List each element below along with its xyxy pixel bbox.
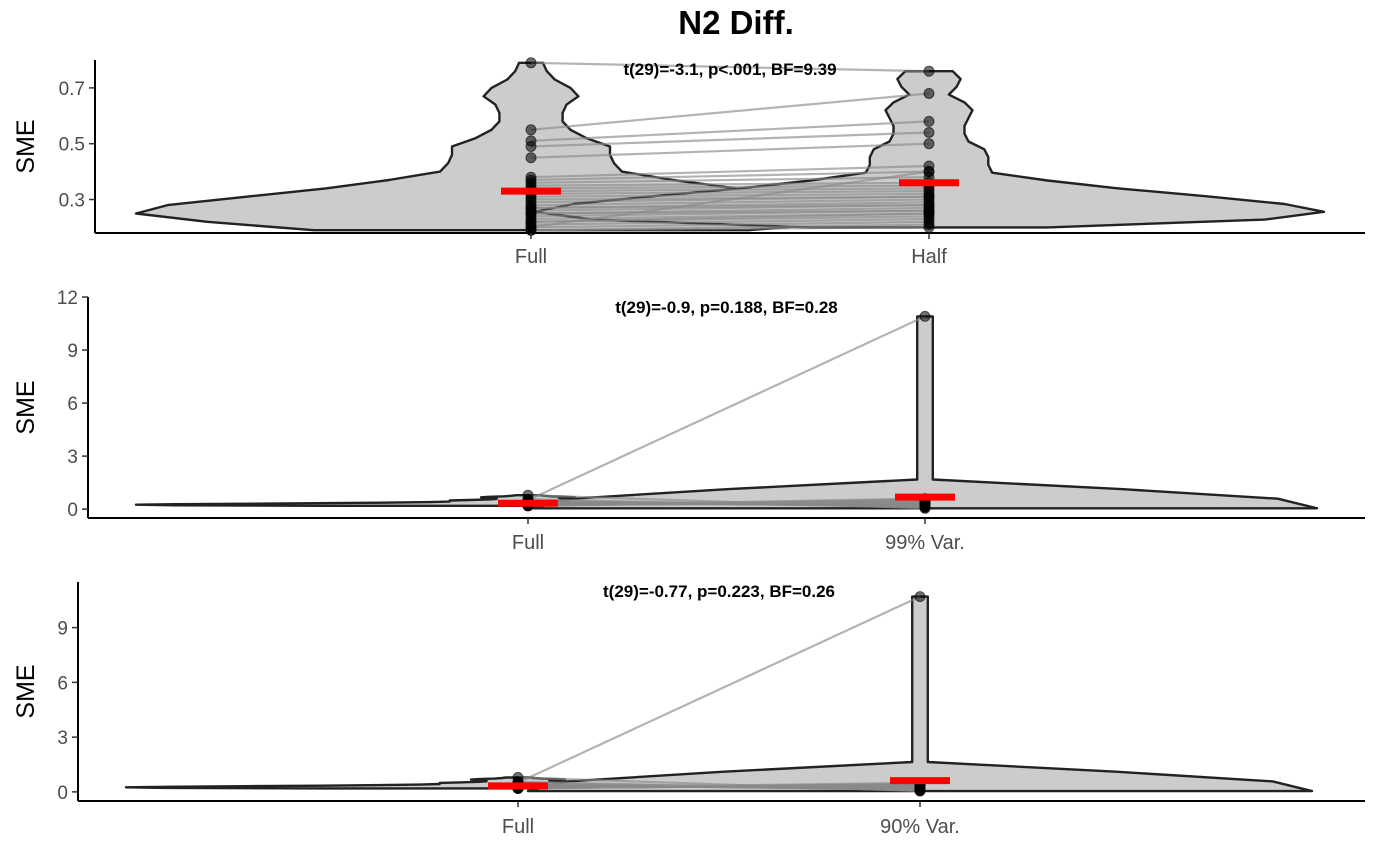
pair-line xyxy=(530,187,930,193)
y-tick-label: 0 xyxy=(67,500,78,521)
y-tick-label: 9 xyxy=(57,619,68,640)
y-tick-label: 0.3 xyxy=(59,191,85,212)
stats-annotation: t(29)=-3.1, p<.001, BF=9.39 xyxy=(623,60,836,79)
x-tick-label: Half xyxy=(911,246,947,268)
panel-full-vs-99-var: 0 3 6 9 12 Full 99% Var. SME t(29)=-0.9, p=0.188… xyxy=(12,288,1365,554)
data-point xyxy=(525,141,537,152)
violin-90-var- xyxy=(526,595,1314,793)
data-point xyxy=(525,152,537,164)
data-point xyxy=(923,221,935,233)
pair-line xyxy=(530,204,930,212)
y-tick-label: 0.5 xyxy=(59,135,85,156)
pair-line xyxy=(517,781,921,790)
figure-title: N2 Diff. xyxy=(678,4,794,41)
x-tick-label: Full xyxy=(515,246,547,268)
y-axis-label: SME xyxy=(12,380,40,434)
pair-line xyxy=(530,198,930,207)
violin-99-var- xyxy=(531,315,1319,510)
stats-annotation: t(29)=-0.9, p=0.188, BF=0.28 xyxy=(615,298,838,317)
y-tick-label: 6 xyxy=(67,394,78,415)
data-point xyxy=(525,124,537,136)
pair-line xyxy=(527,497,926,507)
pair-line xyxy=(530,215,930,223)
pair-line xyxy=(530,220,930,229)
pair-line xyxy=(530,190,930,195)
data-point xyxy=(923,138,935,150)
pair-line xyxy=(530,120,930,142)
pair-line xyxy=(530,170,930,182)
pair-line xyxy=(530,181,930,187)
pair-line xyxy=(530,131,930,148)
y-tick-label: 3 xyxy=(67,447,78,468)
y-tick-label: 6 xyxy=(57,673,68,694)
x-tick-label: Full xyxy=(512,532,544,554)
pair-line xyxy=(530,142,930,159)
x-tick-label: Full xyxy=(502,816,534,838)
pair-line xyxy=(530,184,930,190)
pair-line xyxy=(530,176,930,184)
data-point xyxy=(923,115,935,127)
data-point xyxy=(525,57,537,69)
pair-line xyxy=(530,164,930,179)
pair-line xyxy=(530,92,930,131)
y-tick-label: 0.7 xyxy=(59,79,85,100)
panel-full-vs-half: 0.3 0.5 0.7 Full Half SME t(29)=-3.1, p<.001, … xyxy=(12,57,1365,268)
pair-line xyxy=(530,226,930,232)
data-point xyxy=(923,65,935,77)
y-tick-label: 12 xyxy=(57,288,78,309)
y-axis-label: SME xyxy=(12,664,40,718)
pair-line xyxy=(530,192,930,198)
x-tick-label: 90% Var. xyxy=(880,816,960,838)
y-tick-label: 9 xyxy=(67,341,78,362)
y-tick-label: 3 xyxy=(57,728,68,749)
data-point xyxy=(923,166,935,178)
y-tick-label: 0 xyxy=(57,783,68,804)
pair-line xyxy=(517,595,921,784)
pair-line xyxy=(530,209,930,218)
x-tick-label: 99% Var. xyxy=(885,532,965,554)
data-point xyxy=(923,88,935,99)
data-point xyxy=(919,310,931,322)
pair-line xyxy=(530,61,930,73)
stats-annotation: t(29)=-0.77, p=0.223, BF=0.26 xyxy=(603,582,835,601)
data-point xyxy=(923,127,935,138)
y-axis-label: SME xyxy=(12,119,40,173)
data-point xyxy=(914,591,926,603)
pair-line xyxy=(530,217,930,226)
pair-line xyxy=(530,170,930,229)
panel-full-vs-90-var: 0 3 6 9 Full 90% Var. SME t(29)=-0.77, p=0.223,… xyxy=(12,582,1365,838)
pair-line xyxy=(527,315,926,502)
